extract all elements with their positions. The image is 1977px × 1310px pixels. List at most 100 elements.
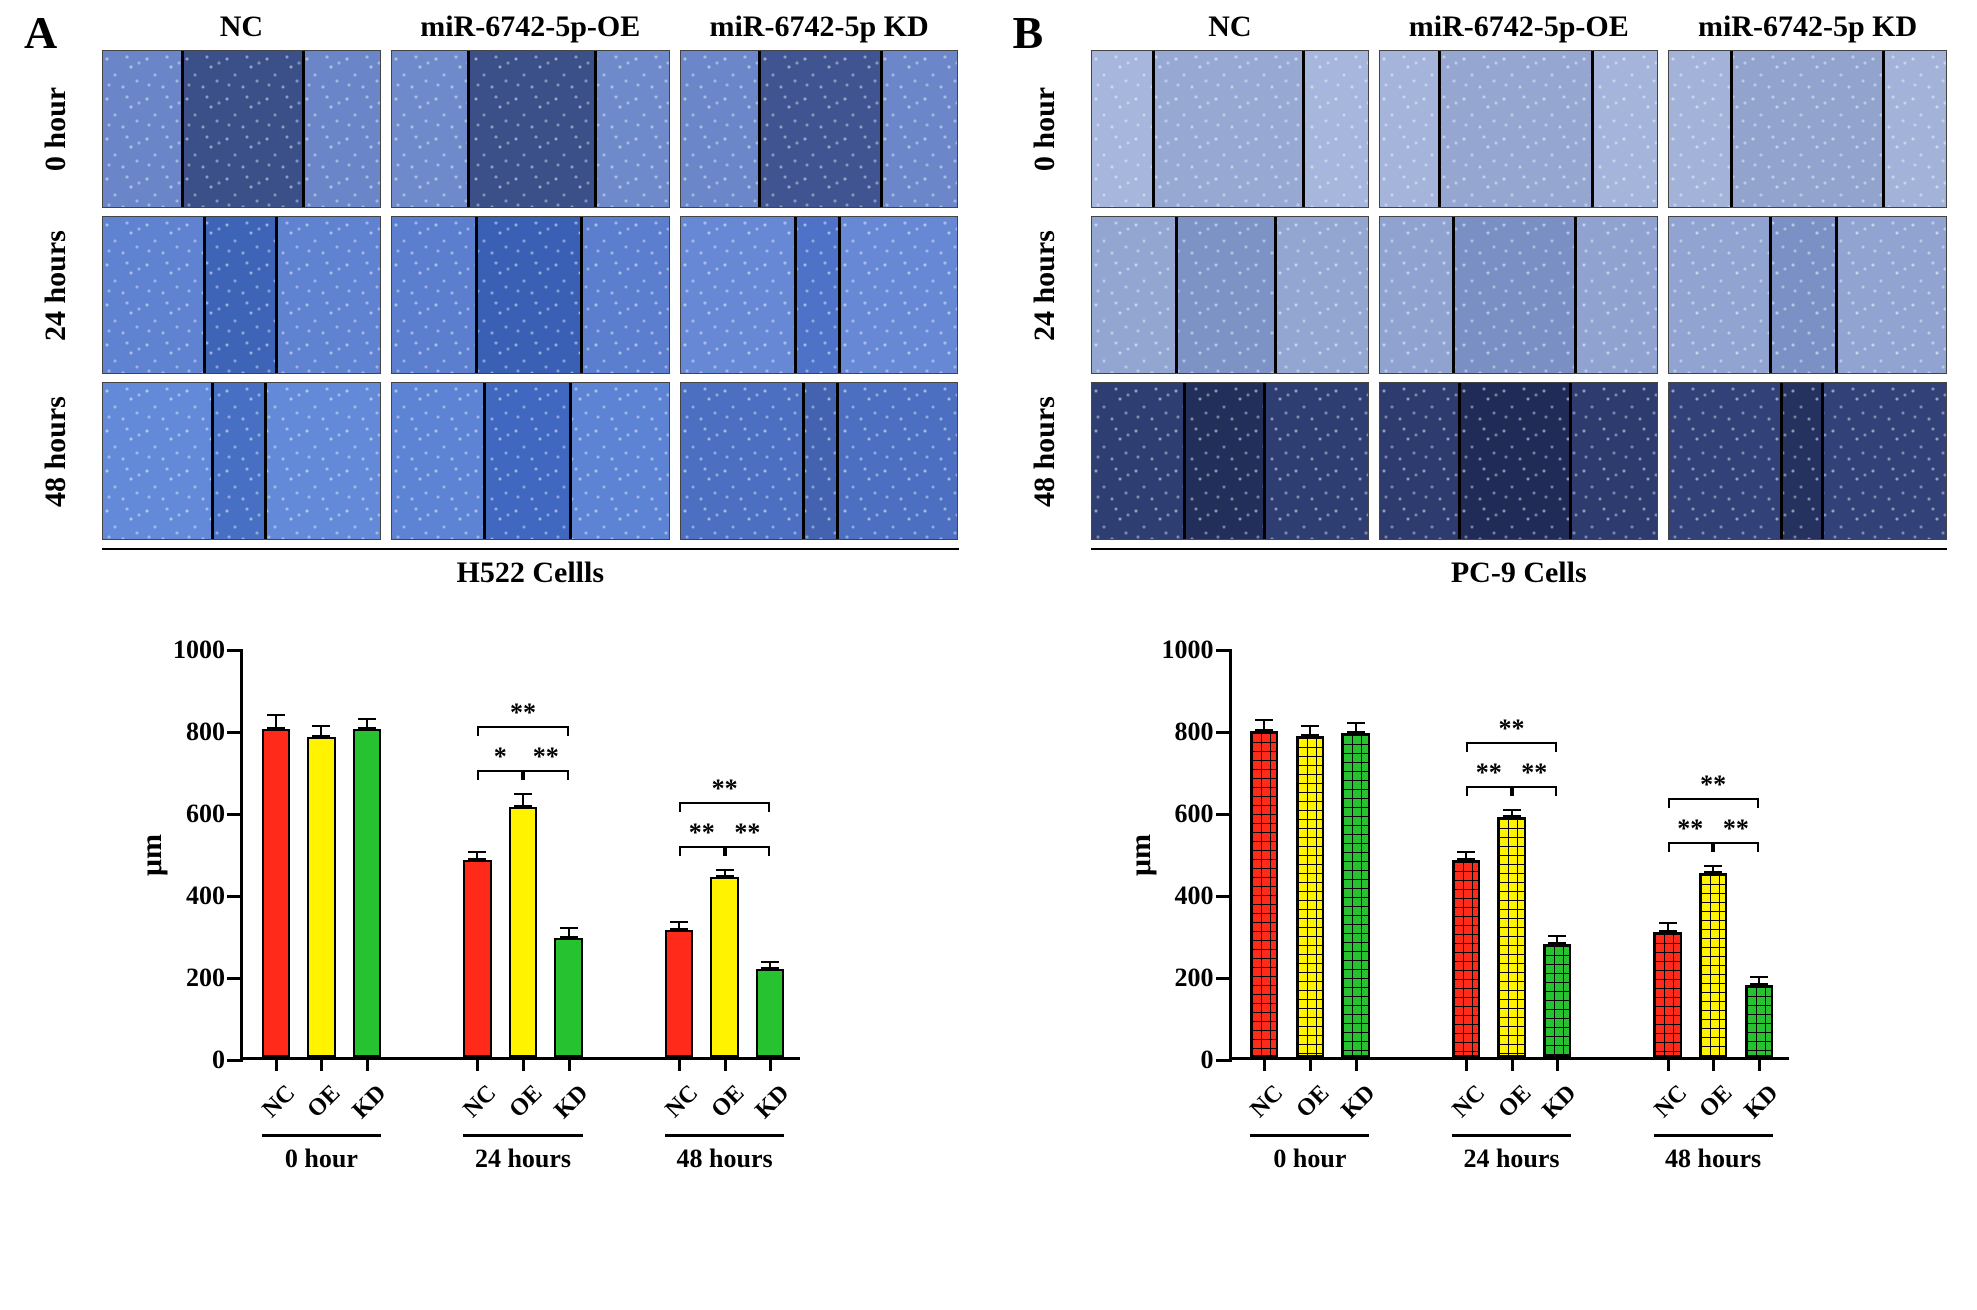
y-tick: [227, 813, 243, 816]
y-tick-label: 400: [169, 881, 225, 911]
micrograph: [680, 50, 959, 208]
scratch-line-left: [794, 217, 797, 373]
y-tick: [1216, 731, 1232, 734]
scratch-line-right: [275, 217, 278, 373]
column-header: miR-6742-5p-OE: [1379, 10, 1658, 44]
row-label: 48 hours: [1028, 415, 1062, 507]
scratch-line-left: [1780, 383, 1783, 539]
micrograph: [680, 382, 959, 540]
cell-texture: [1092, 217, 1369, 373]
significance-label: **: [1723, 814, 1749, 844]
scratch-line-right: [880, 51, 883, 207]
row-label: 48 hours: [39, 415, 73, 507]
x-tick: [476, 1057, 479, 1071]
x-tick: [320, 1057, 323, 1071]
y-tick-label: 600: [1158, 799, 1214, 829]
x-tick: [1556, 1057, 1559, 1071]
x-tick: [366, 1057, 369, 1071]
x-tick-label: OE: [1273, 1080, 1335, 1142]
cell-line-label: H522 Cellls: [102, 556, 959, 590]
group-label: 0 hour: [262, 1144, 381, 1174]
significance-label: **: [1476, 758, 1502, 788]
x-tick-label: OE: [487, 1080, 549, 1142]
bar: [554, 938, 582, 1057]
x-tick: [522, 1057, 525, 1071]
cell-texture: [681, 51, 958, 207]
micrograph-row: 48 hours: [999, 382, 1948, 540]
x-tick: [1758, 1057, 1761, 1071]
column-headers: NCmiR-6742-5p-OEmiR-6742-5p KD: [102, 10, 959, 44]
x-tick-label: OE: [688, 1080, 750, 1142]
cell-texture: [392, 217, 669, 373]
significance-drop: [725, 846, 727, 856]
significance-label: **: [712, 774, 738, 804]
cell-texture: [681, 383, 958, 539]
significance-label: **: [1521, 758, 1547, 788]
bar: [1497, 817, 1525, 1057]
scratch-line-right: [1274, 217, 1277, 373]
bars-layer: [1232, 650, 1789, 1057]
scratch-line-right: [1302, 51, 1305, 207]
cell-texture: [103, 217, 380, 373]
micrograph-cells: [1091, 382, 1948, 540]
x-tick-label: OE: [1677, 1080, 1739, 1142]
micrograph: [1668, 216, 1947, 374]
scratch-line-right: [264, 383, 267, 539]
cell-texture: [392, 383, 669, 539]
micrograph-row: 0 hour: [10, 50, 959, 208]
scratch-line-left: [467, 51, 470, 207]
micrograph: [102, 382, 381, 540]
scratch-line-left: [475, 217, 478, 373]
x-tick-label: KD: [1319, 1080, 1381, 1142]
error-bar: [1309, 725, 1311, 736]
significance-drop: [768, 802, 770, 812]
y-tick-label: 800: [1158, 717, 1214, 747]
error-bar: [366, 718, 368, 729]
group-label: 0 hour: [1250, 1144, 1369, 1174]
significance-drop: [567, 726, 569, 736]
scratch-line-left: [1458, 383, 1461, 539]
scratch-line-left: [758, 51, 761, 207]
group-underline: [1250, 1134, 1369, 1137]
micrograph: [1668, 50, 1947, 208]
significance-drop: [768, 846, 770, 856]
error-bar: [1511, 809, 1513, 817]
scratch-line-right: [838, 217, 841, 373]
significance-label: *: [494, 742, 507, 772]
cell-texture: [1669, 51, 1946, 207]
x-tick-label: NC: [441, 1080, 503, 1142]
x-tick: [724, 1057, 727, 1071]
micrograph: [1091, 216, 1370, 374]
y-tick-label: 0: [169, 1045, 225, 1075]
error-bar: [1758, 976, 1760, 985]
bar-chart: μm02004006008001000NCOEKDNCOEKDNCOEKD***…: [1139, 630, 1859, 1230]
significance-drop: [1466, 786, 1468, 796]
x-tick-label: KD: [532, 1080, 594, 1142]
x-tick: [275, 1057, 278, 1071]
x-tick: [1263, 1057, 1266, 1071]
y-tick-label: 400: [1158, 881, 1214, 911]
x-tick: [1511, 1057, 1514, 1071]
cell-line-underline: [1091, 548, 1948, 550]
plot-area: 02004006008001000NCOEKDNCOEKDNCOEKD*****…: [240, 650, 800, 1060]
micrograph: [1091, 50, 1370, 208]
scratch-line-right: [580, 217, 583, 373]
x-tick-label: NC: [643, 1080, 705, 1142]
bar: [710, 877, 738, 1057]
significance-label: **: [533, 742, 559, 772]
panel-letter: A: [24, 6, 57, 59]
y-tick: [227, 731, 243, 734]
micrograph-row: 24 hours: [999, 216, 1948, 374]
panel-letter: B: [1013, 6, 1044, 59]
bar-chart: μm02004006008001000NCOEKDNCOEKDNCOEKD***…: [150, 630, 870, 1230]
x-tick-label: NC: [1631, 1080, 1693, 1142]
y-axis-title: μm: [135, 834, 169, 876]
micrograph-cells: [102, 216, 959, 374]
micrograph: [1668, 382, 1947, 540]
bar: [1699, 873, 1727, 1058]
significance-label: **: [689, 818, 715, 848]
bar: [307, 737, 335, 1057]
x-tick-label: KD: [734, 1080, 796, 1142]
micrograph: [1379, 50, 1658, 208]
scratch-line-right: [569, 383, 572, 539]
